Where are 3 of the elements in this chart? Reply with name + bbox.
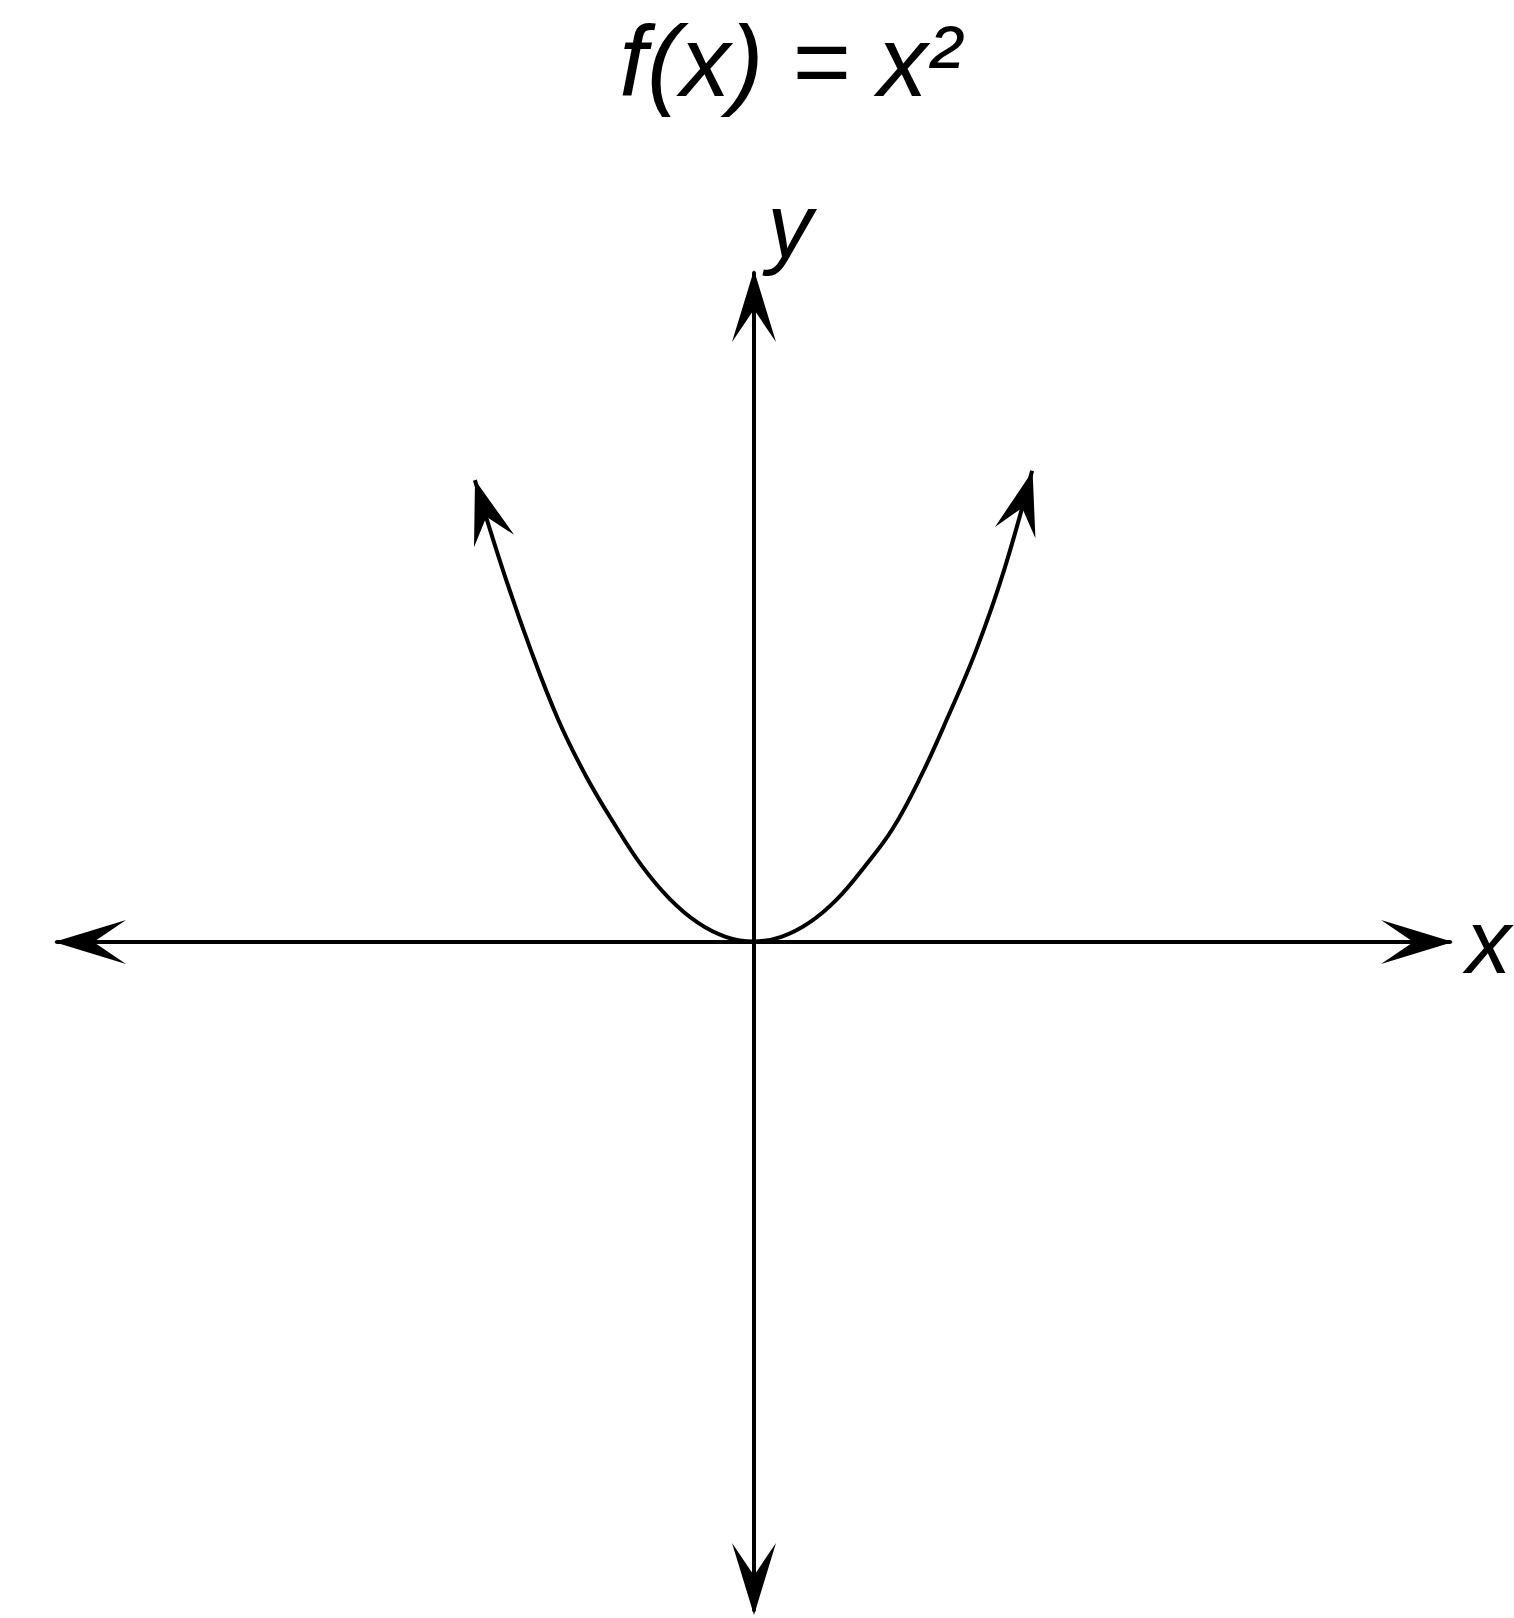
y-axis-title: y: [761, 176, 818, 276]
x-axis-title: x: [1462, 891, 1514, 992]
chart-title: f(x) = x²: [619, 5, 965, 117]
